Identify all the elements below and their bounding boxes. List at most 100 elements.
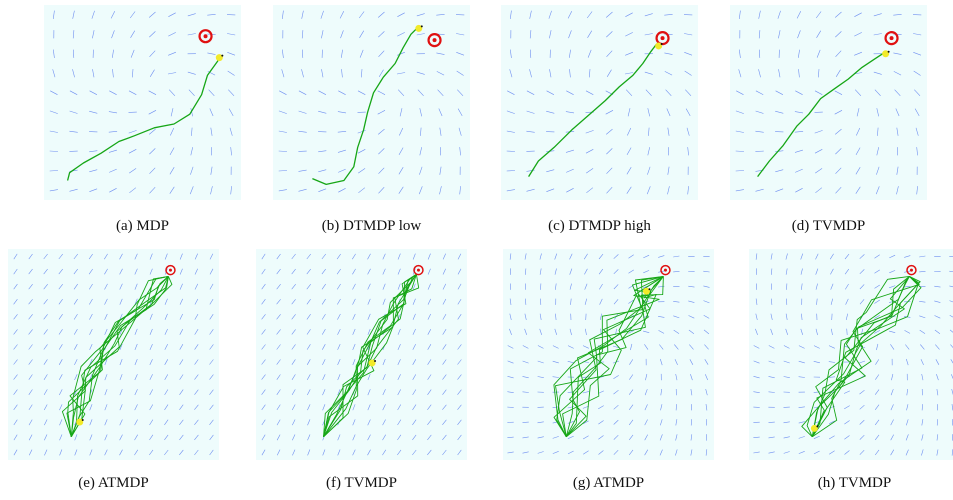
wind-arrow — [644, 404, 648, 411]
wind-arrow — [815, 268, 819, 275]
wind-arrow — [613, 299, 619, 305]
wind-arrow — [798, 69, 800, 78]
wind-arrow — [261, 344, 266, 350]
wind-arrow — [648, 127, 650, 136]
wind-arrow — [361, 69, 363, 78]
wind-arrow — [643, 330, 650, 333]
wind-arrow — [755, 188, 764, 192]
wind-arrow — [382, 253, 386, 260]
wind-arrow — [778, 69, 781, 78]
wind-arrow — [567, 10, 573, 19]
wind-arrow — [552, 436, 559, 439]
wind-arrow — [525, 298, 527, 305]
trajectory-path — [66, 55, 222, 181]
wind-arrow — [278, 150, 288, 152]
wind-arrow — [412, 389, 417, 396]
wind-arrow — [606, 148, 613, 155]
wind-arrow — [191, 127, 193, 136]
wind-arrow — [89, 169, 98, 173]
wind-arrow — [322, 389, 326, 396]
wind-arrow — [382, 419, 386, 426]
wind-arrow — [525, 268, 527, 275]
wind-arrow — [874, 89, 881, 97]
wind-arrow — [187, 71, 196, 75]
wind-arrow — [688, 300, 695, 303]
wind-arrow — [13, 389, 18, 395]
wind-arrow — [783, 360, 790, 364]
wind-arrow — [261, 283, 266, 290]
caption-c: (c) DTMDP high — [548, 218, 651, 234]
wind-arrow — [58, 344, 63, 350]
panel-h — [749, 249, 953, 460]
wind-arrow — [279, 90, 287, 95]
wind-arrow — [522, 376, 529, 379]
wind-arrow — [298, 169, 307, 172]
wind-arrow — [457, 389, 462, 395]
wind-arrow — [28, 404, 33, 411]
wind-arrow — [119, 389, 123, 396]
wind-arrow — [896, 127, 899, 136]
wind-arrow — [684, 52, 693, 56]
wind-arrow — [338, 188, 346, 193]
wind-arrow — [913, 70, 921, 76]
wind-arrow — [660, 388, 662, 396]
wind-arrow — [829, 253, 834, 260]
plot-e — [8, 249, 219, 460]
wind-arrow — [119, 374, 123, 381]
wind-arrow — [149, 167, 156, 174]
wind-arrow — [378, 11, 385, 18]
wind-arrow — [28, 359, 33, 365]
wind-arrow — [13, 374, 18, 380]
wind-arrow — [549, 69, 552, 78]
wind-arrow — [337, 389, 341, 396]
wind-arrow — [753, 391, 760, 393]
wind-arrow — [529, 30, 532, 39]
wind-arrow — [179, 374, 184, 380]
wind-arrow — [59, 419, 63, 426]
panel-g — [503, 249, 714, 460]
wind-arrow — [875, 186, 880, 195]
wind-arrow — [190, 108, 193, 117]
wind-arrow — [522, 391, 529, 393]
wind-arrow — [522, 421, 529, 423]
wind-arrow — [442, 449, 447, 456]
wind-arrow — [814, 130, 823, 134]
wind-arrow — [813, 435, 820, 439]
wind-arrow — [629, 359, 634, 365]
wind-arrow — [815, 253, 819, 260]
wind-arrow — [397, 253, 401, 260]
wind-arrow — [628, 449, 634, 456]
wind-arrow — [644, 434, 648, 441]
wind-arrow — [457, 268, 462, 275]
wind-arrow — [771, 298, 773, 305]
wind-arrow — [291, 389, 296, 396]
wind-arrow — [427, 419, 432, 425]
wind-arrow — [436, 71, 445, 76]
wind-arrow — [298, 110, 307, 114]
wind-arrow — [149, 186, 156, 194]
wind-arrow — [896, 166, 899, 175]
wind-arrow — [659, 344, 664, 350]
wind-arrow — [644, 344, 649, 350]
wind-arrow — [209, 329, 214, 335]
wind-arrow — [612, 345, 620, 349]
wind-arrow — [758, 10, 761, 19]
wind-arrow — [194, 434, 199, 441]
wind-arrow — [755, 313, 758, 320]
wind-arrow — [119, 449, 123, 456]
wind-arrow — [735, 150, 745, 152]
wind-arrow — [830, 298, 833, 305]
wind-arrow — [438, 108, 443, 117]
wind-arrow — [352, 328, 356, 335]
plot-d — [730, 5, 927, 200]
wind-arrow — [934, 300, 941, 303]
wind-arrow — [74, 359, 78, 366]
wind-arrow — [382, 389, 386, 396]
wind-arrow — [755, 130, 764, 133]
wind-arrow — [179, 253, 183, 260]
wind-arrow — [209, 283, 214, 290]
target-icon — [906, 264, 917, 276]
trajectory-path — [566, 276, 664, 438]
wind-arrow — [889, 285, 896, 289]
wind-arrow — [568, 30, 572, 39]
